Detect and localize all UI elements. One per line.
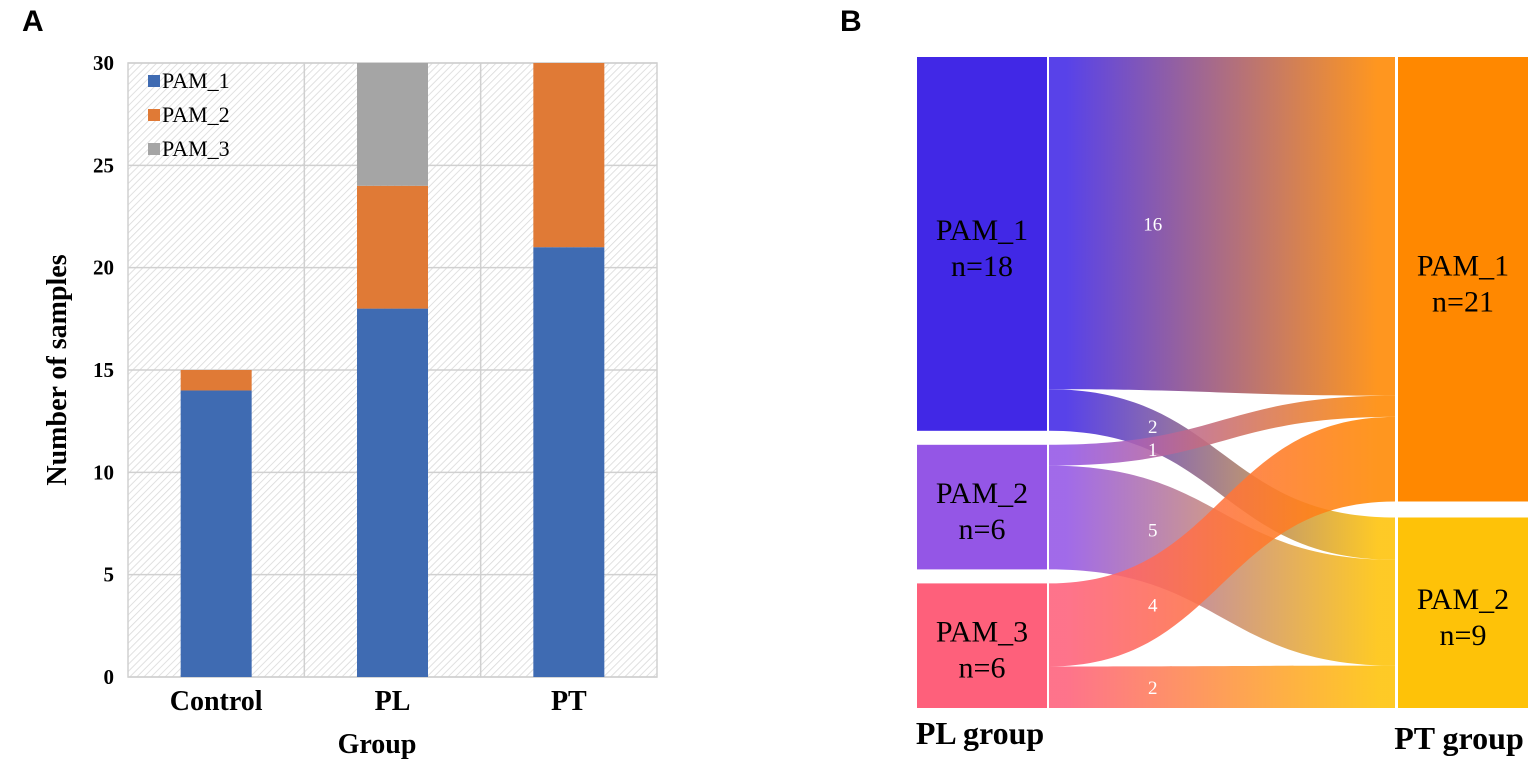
node-name: PAM_2: [1417, 583, 1509, 616]
bar-pam1-pl: [357, 308, 428, 677]
legend-label-pam1: PAM_1: [162, 68, 230, 93]
right-group-label: PT group: [1394, 720, 1524, 756]
node-name: PAM_1: [936, 214, 1028, 247]
x-tick-label: Control: [170, 686, 263, 717]
bar-pam1-control: [180, 390, 252, 677]
legend-swatch-pam3: [148, 143, 160, 155]
bar-pam2-control: [180, 370, 252, 391]
node-name: PAM_1: [1417, 249, 1509, 282]
legend: PAM_1 PAM_2 PAM_3: [148, 68, 230, 161]
y-tick-label: 10: [93, 460, 114, 484]
node-count: n=6: [959, 513, 1006, 546]
flow-label: 1: [1148, 440, 1158, 461]
flow-label: 16: [1143, 215, 1162, 236]
sankey-nodes: PAM_1n=18PAM_2n=6PAM_3n=6PAM_1n=21PAM_2n…: [917, 57, 1528, 708]
y-tick-labels: 0 5 10 15 20 25 30: [93, 51, 114, 689]
y-tick-label: 20: [93, 256, 114, 280]
flow-label: 2: [1148, 678, 1158, 699]
node-name: PAM_3: [936, 616, 1028, 649]
bar-pam3-pl: [357, 63, 428, 186]
node-R2: [1398, 517, 1528, 708]
x-tick-labels: Control PL PT: [170, 686, 587, 717]
node-L2: [917, 444, 1047, 570]
node-count: n=9: [1440, 619, 1487, 652]
bar-pam2-pt: [533, 63, 605, 248]
bars: [180, 63, 605, 677]
legend-label-pam2: PAM_2: [162, 102, 230, 127]
x-tick-label: PL: [375, 686, 411, 717]
stacked-bar-chart: 0 5 10 15 20 25 30 Control PL PT PAM_1 PAM_2 PAM_3…: [42, 51, 658, 760]
flow-label: 2: [1148, 417, 1158, 438]
left-group-label: PL group: [916, 715, 1044, 751]
x-tick-label: PT: [551, 686, 587, 717]
flow-label: 4: [1148, 595, 1158, 616]
panel-b-letter: B: [840, 5, 862, 38]
node-count: n=6: [959, 652, 1006, 685]
y-tick-label: 15: [93, 358, 114, 382]
bar-pam2-pl: [357, 185, 428, 309]
y-tick-label: 25: [93, 153, 114, 177]
node-R1: [1398, 57, 1528, 502]
sankey-diagram: PAM_1n=18PAM_2n=6PAM_3n=6PAM_1n=21PAM_2n…: [916, 57, 1528, 756]
y-tick-label: 30: [93, 51, 114, 75]
flow-label: 5: [1148, 520, 1158, 541]
x-axis-title: Group: [338, 729, 417, 760]
node-name: PAM_2: [936, 477, 1028, 510]
flow-L1-R1: [1049, 57, 1395, 396]
legend-swatch-pam1: [148, 75, 160, 87]
y-tick-label: 0: [104, 665, 115, 689]
bar-pam1-pt: [533, 247, 605, 677]
panel-a-letter: A: [22, 5, 44, 38]
y-tick-label: 5: [104, 563, 115, 587]
flow-L3-R2: [1049, 665, 1395, 708]
sankey-flows: [1049, 57, 1395, 708]
node-L1: [917, 57, 1047, 431]
node-count: n=18: [951, 250, 1013, 283]
node-count: n=21: [1432, 285, 1494, 318]
flow-L2-R1: [1049, 395, 1395, 466]
legend-swatch-pam2: [148, 109, 160, 121]
flow-L3-R1: [1049, 416, 1395, 667]
legend-label-pam3: PAM_3: [162, 136, 230, 161]
y-axis-title: Number of samples: [42, 254, 73, 485]
node-L3: [917, 583, 1047, 708]
